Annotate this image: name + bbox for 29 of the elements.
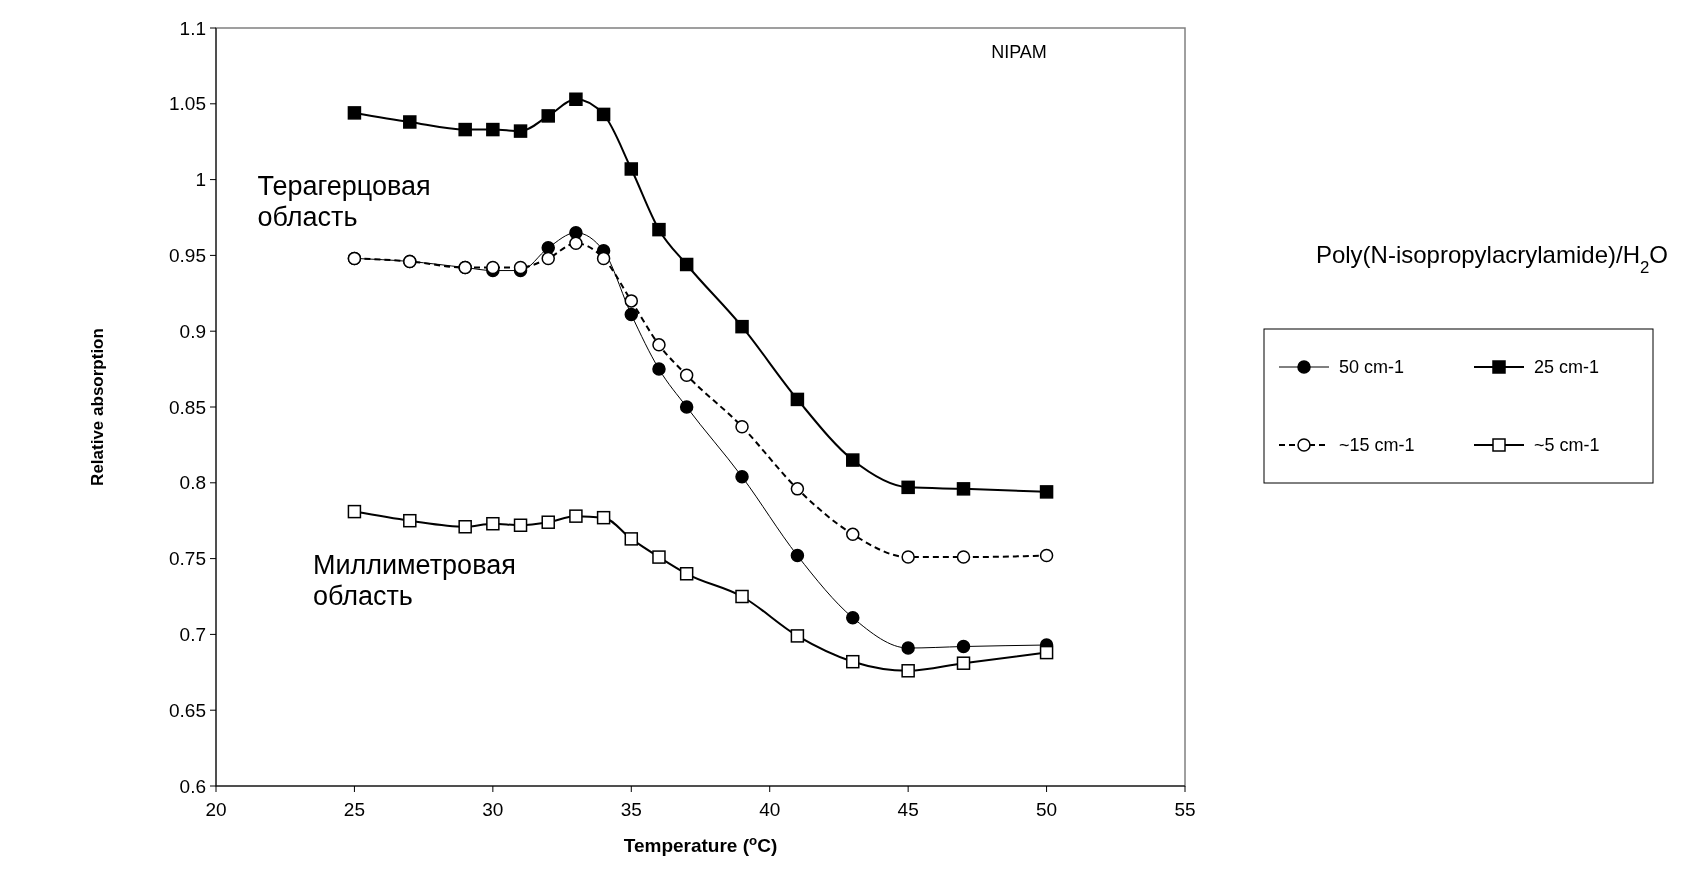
legend-label: 25 cm-1 xyxy=(1534,357,1600,378)
y-tick-label: 0.6 xyxy=(179,775,206,797)
text: Poly(N-isopropylacrylamide)/H$_{2}$O xyxy=(1315,241,1668,277)
y-tick-label: 0.65 xyxy=(169,699,206,721)
legend-label: ~15 cm-1 xyxy=(1339,435,1415,456)
y-axis-title: Relative absorption xyxy=(88,328,107,486)
y-tick-label: 0.8 xyxy=(179,472,206,494)
y-tick-label: 1 xyxy=(195,169,206,191)
x-tick-label: 25 xyxy=(343,799,365,820)
y-tick-label: 0.85 xyxy=(169,396,206,418)
y-tick-label: 0.75 xyxy=(169,548,206,570)
x-tick-label: 50 xyxy=(1036,799,1058,820)
x-tick-label: 35 xyxy=(620,799,642,820)
y-tick-label: 0.9 xyxy=(179,320,206,342)
annotation: Миллиметровая область xyxy=(312,549,516,611)
y-tick-label: 1.1 xyxy=(179,17,206,39)
legend-label: ~5 cm-1 xyxy=(1534,435,1600,456)
legend-label: 50 cm-1 xyxy=(1339,357,1405,378)
x-tick-label: 20 xyxy=(205,799,227,820)
y-tick-label: 0.7 xyxy=(179,624,206,646)
annotation: NIPAM xyxy=(991,42,1047,63)
y-tick-label: 1.05 xyxy=(169,93,206,115)
x-axis-title: Temperature ($^{o}$C) xyxy=(623,832,778,856)
x-tick-label: 55 xyxy=(1174,799,1196,820)
annotation: Терагерцовая область xyxy=(257,170,431,232)
x-tick-label: 45 xyxy=(897,799,919,820)
x-tick-label: 30 xyxy=(482,799,504,820)
x-tick-label: 40 xyxy=(759,799,781,820)
y-tick-label: 0.95 xyxy=(169,245,206,267)
